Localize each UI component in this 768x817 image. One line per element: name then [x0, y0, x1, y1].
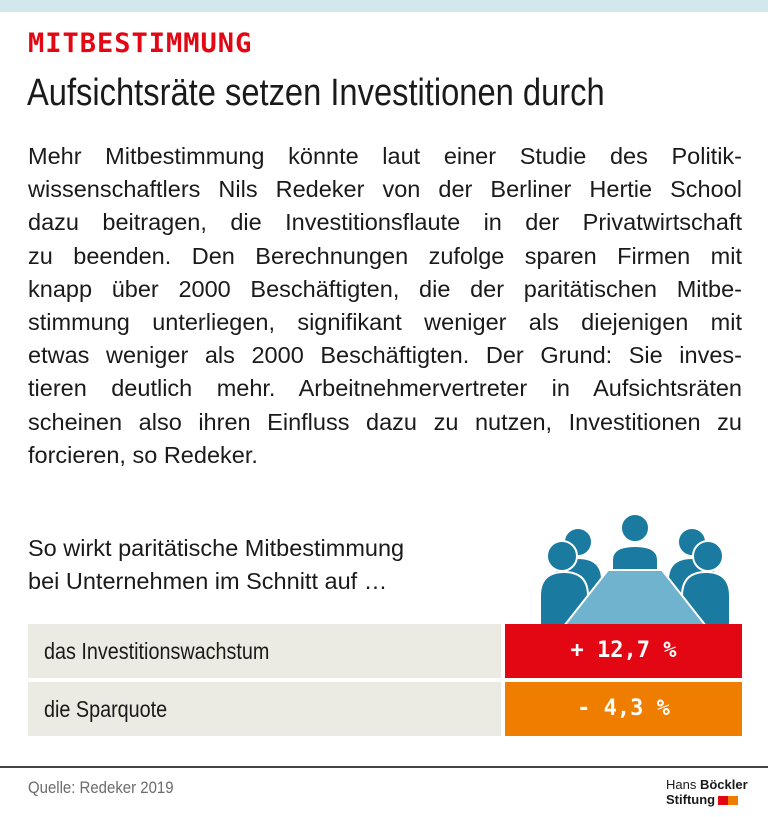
meeting-table-people-icon — [539, 513, 731, 626]
kicker-label: MITBESTIMMUNG — [28, 28, 253, 59]
body-line: wissenschaftlers Nils Redeker von der Be… — [28, 176, 742, 203]
row-label: das Investitionswachstum — [28, 624, 501, 678]
row-label: die Sparquote — [28, 682, 501, 736]
headline: Aufsichtsräte setzen Investitionen durch — [27, 72, 605, 114]
body-line: etwas weniger als 2000 Beschäftigten. De… — [28, 342, 742, 369]
top-color-band — [0, 0, 768, 12]
chart-intro: So wirkt paritätische Mitbestimmung bei … — [28, 532, 404, 598]
body-paragraph: Mehr Mitbestimmung könnte laut einer Stu… — [28, 140, 742, 472]
intro-line: So wirkt paritätische Mitbestimmung — [28, 535, 405, 561]
footer-divider — [0, 766, 768, 768]
logo-squares-icon — [718, 793, 739, 808]
body-line: scheinen also ihren Einfluss dazu zu nut… — [28, 408, 742, 435]
hans-boeckler-stiftung-logo: Hans Böckler Stiftung — [666, 777, 748, 808]
body-line: stimmung unterliegen, signifikant wenige… — [28, 309, 742, 336]
results-table: das Investitionswachstum + 12,7 % die Sp… — [28, 624, 742, 740]
body-line: zu beenden. Den Berechnungen zufolge spa… — [28, 242, 742, 269]
body-line: forcieren, so Redeker. — [28, 441, 258, 468]
body-line: knapp über 2000 Beschäftigten, die der p… — [28, 275, 742, 302]
table-row: die Sparquote - 4,3 % — [28, 682, 742, 736]
body-line: tieren deutlich mehr. Arbeitnehmervertre… — [28, 375, 742, 402]
intro-line: bei Unternehmen im Schnitt auf … — [28, 568, 388, 594]
table-row: das Investitionswachstum + 12,7 % — [28, 624, 742, 678]
body-line: dazu beitragen, die Investitionsflaute i… — [28, 209, 742, 236]
row-value-savings-rate: - 4,3 % — [505, 682, 742, 736]
body-line: Mehr Mitbestimmung könnte laut einer Stu… — [28, 143, 742, 169]
row-value-investment-growth: + 12,7 % — [505, 624, 742, 678]
source-note: Quelle: Redeker 2019 — [28, 778, 174, 797]
